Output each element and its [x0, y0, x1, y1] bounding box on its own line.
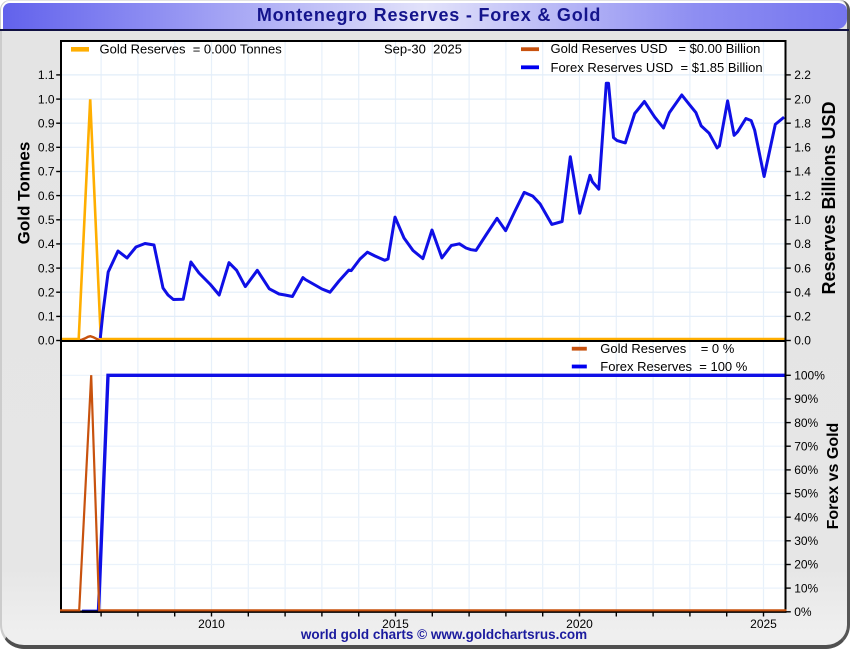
svg-text:2.2: 2.2: [794, 68, 811, 82]
svg-text:2015: 2015: [382, 617, 409, 631]
svg-text:70%: 70%: [794, 439, 818, 453]
svg-text:60%: 60%: [794, 463, 818, 477]
svg-text:Gold Reserves USD = $0.00 Bi: Gold Reserves USD = $0.00 Billion: [551, 41, 761, 56]
svg-text:40%: 40%: [794, 510, 818, 524]
svg-text:0.5: 0.5: [38, 213, 55, 227]
svg-text:0%: 0%: [794, 605, 812, 619]
svg-text:2010: 2010: [198, 617, 225, 631]
svg-text:0.7: 0.7: [38, 165, 55, 179]
svg-text:1.2: 1.2: [794, 189, 811, 203]
svg-text:Gold Reserves = 0 %: Gold Reserves = 0 %: [600, 341, 734, 356]
svg-text:2.0: 2.0: [794, 92, 811, 106]
svg-text:0.8: 0.8: [794, 237, 811, 251]
svg-text:world gold charts © www.goldch: world gold charts © www.goldchartsrus.co…: [300, 627, 587, 642]
svg-text:30%: 30%: [794, 534, 818, 548]
svg-text:1.1: 1.1: [38, 68, 55, 82]
svg-text:0.6: 0.6: [38, 189, 55, 203]
svg-text:0.3: 0.3: [38, 261, 55, 275]
svg-text:0.0: 0.0: [38, 334, 55, 348]
svg-text:0.4: 0.4: [794, 285, 811, 299]
svg-text:100%: 100%: [794, 369, 825, 383]
svg-text:0.9: 0.9: [38, 116, 55, 130]
svg-text:0.6: 0.6: [794, 261, 811, 275]
svg-text:1.6: 1.6: [794, 141, 811, 155]
svg-text:Sep-30 2025: Sep-30 2025: [384, 42, 462, 57]
svg-text:Gold Tonnes: Gold Tonnes: [15, 142, 34, 245]
svg-text:0.0: 0.0: [794, 334, 811, 348]
svg-text:80%: 80%: [794, 416, 818, 430]
svg-text:1.0: 1.0: [38, 92, 55, 106]
svg-text:0.2: 0.2: [794, 310, 811, 324]
svg-text:Gold Reserves = 0.000 Tonnes: Gold Reserves = 0.000 Tonnes: [100, 42, 283, 57]
svg-text:2025: 2025: [750, 617, 777, 631]
svg-text:Forex Reserves USD = $1.85 Bi: Forex Reserves USD = $1.85 Billion: [551, 60, 763, 75]
svg-text:20%: 20%: [794, 558, 818, 572]
svg-text:2020: 2020: [566, 617, 593, 631]
svg-text:Forex Reserves = 100 %: Forex Reserves = 100 %: [600, 359, 747, 374]
svg-text:Reserves Billions USD: Reserves Billions USD: [819, 101, 839, 294]
svg-text:1.8: 1.8: [794, 116, 811, 130]
svg-text:0.2: 0.2: [38, 285, 55, 299]
svg-text:1.0: 1.0: [794, 213, 811, 227]
svg-text:0.8: 0.8: [38, 141, 55, 155]
svg-text:Forex vs Gold: Forex vs Gold: [825, 423, 842, 530]
svg-text:50%: 50%: [794, 487, 818, 501]
svg-text:0.1: 0.1: [38, 310, 55, 324]
svg-text:0.4: 0.4: [38, 237, 55, 251]
svg-text:10%: 10%: [794, 581, 818, 595]
svg-text:1.4: 1.4: [794, 165, 811, 179]
svg-text:90%: 90%: [794, 392, 818, 406]
